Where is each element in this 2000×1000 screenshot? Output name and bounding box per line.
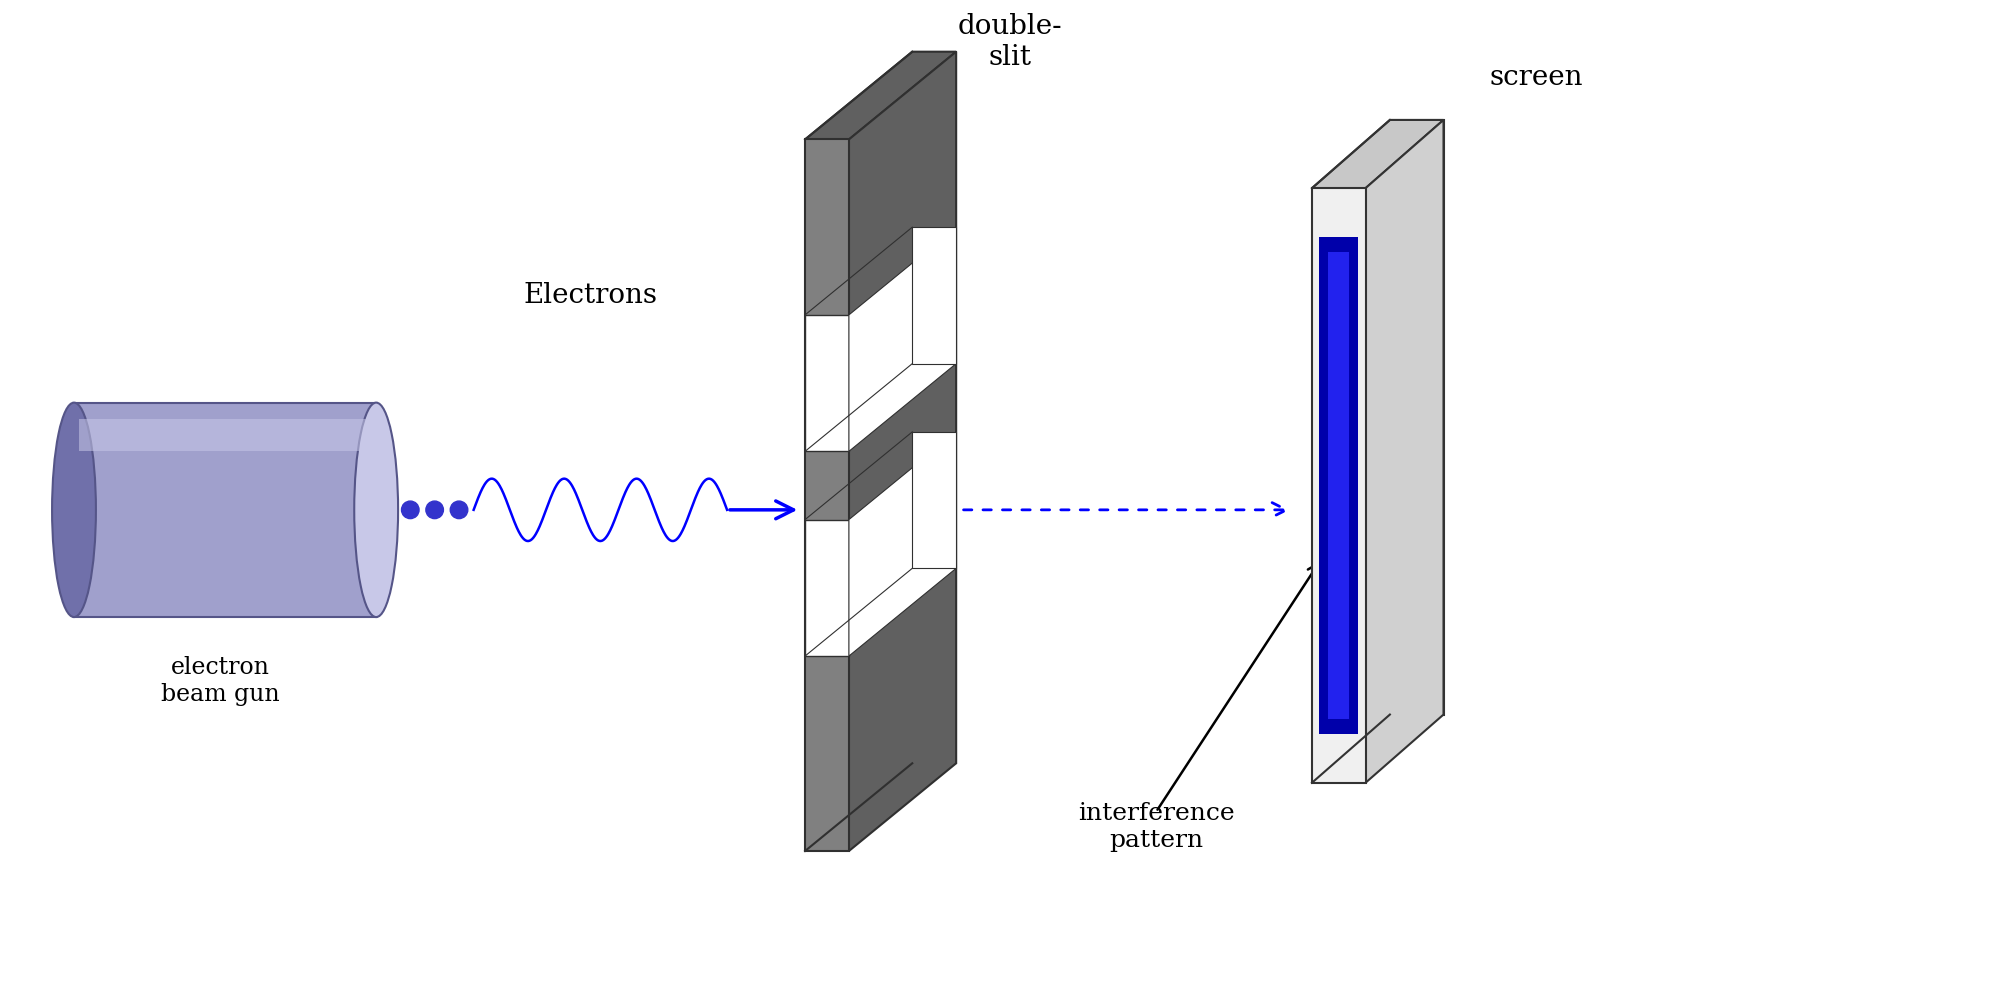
Polygon shape [848,227,956,451]
Text: screen: screen [1490,64,1582,91]
Polygon shape [1318,237,1358,734]
Polygon shape [848,432,956,656]
Text: interference
pattern: interference pattern [1078,802,1234,852]
Text: Electrons: Electrons [524,282,658,309]
Polygon shape [1366,120,1444,783]
Polygon shape [806,315,848,451]
Polygon shape [848,52,956,851]
Ellipse shape [52,403,96,617]
Polygon shape [1312,188,1366,783]
Polygon shape [806,139,848,851]
Ellipse shape [354,403,398,617]
Polygon shape [74,403,376,617]
Circle shape [426,501,444,519]
Polygon shape [1328,252,1348,719]
Circle shape [402,501,420,519]
Polygon shape [912,432,956,568]
Polygon shape [806,52,956,139]
Polygon shape [1312,120,1444,188]
Polygon shape [78,419,372,451]
Polygon shape [912,227,956,364]
Polygon shape [806,520,848,656]
Circle shape [450,501,468,519]
Text: electron
beam gun: electron beam gun [160,656,280,706]
Polygon shape [912,52,956,763]
Polygon shape [1390,120,1444,715]
Text: double-
slit: double- slit [958,13,1062,71]
